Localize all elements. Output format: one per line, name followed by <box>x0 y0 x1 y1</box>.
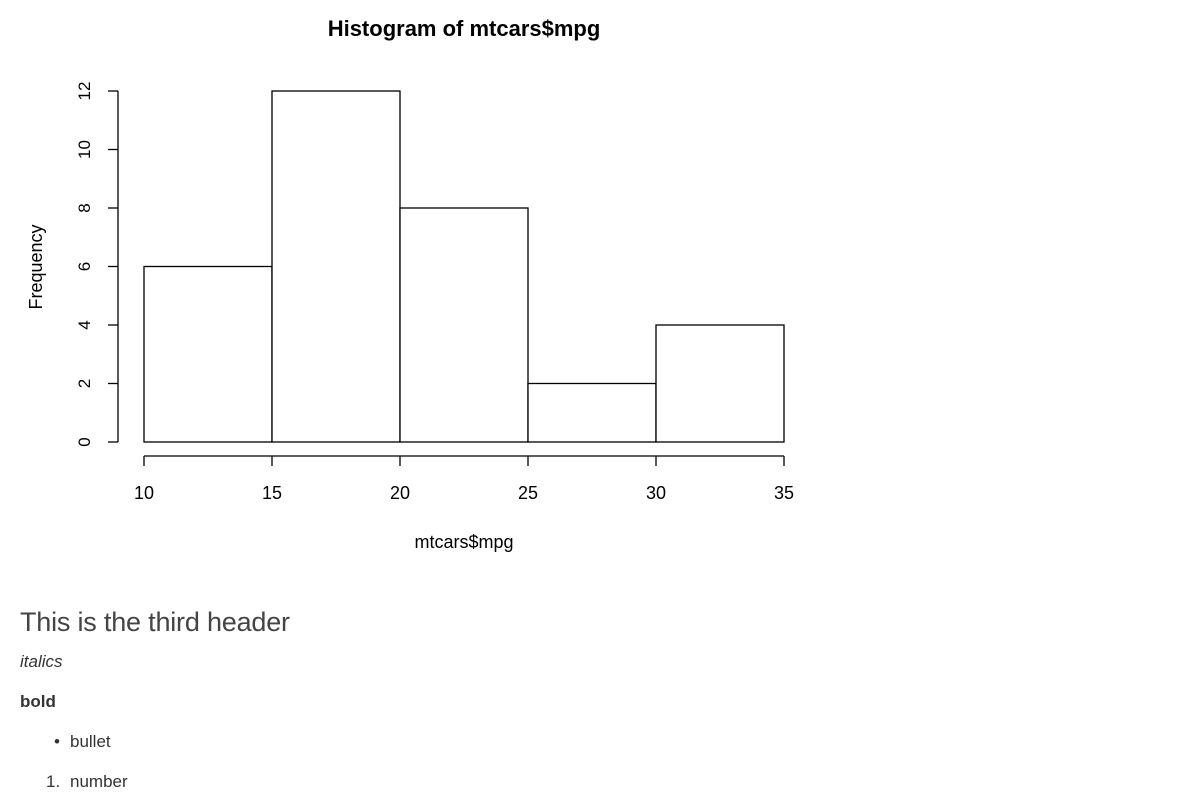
y-tick-label: 4 <box>75 320 94 329</box>
numbered-list: 1. number <box>20 770 1160 794</box>
x-tick-label: 15 <box>262 483 282 503</box>
y-tick-label: 10 <box>75 140 94 159</box>
x-tick-label: 30 <box>646 483 666 503</box>
y-axis: 0 2 4 6 8 10 12 <box>75 82 119 447</box>
y-tick-label: 6 <box>75 262 94 271</box>
third-header: This is the third header <box>20 607 290 637</box>
histogram-bar <box>399 207 529 443</box>
histogram-bar <box>143 265 273 443</box>
x-axis-label: mtcars$mpg <box>414 532 513 552</box>
x-tick-label: 25 <box>518 483 538 503</box>
y-axis-label: Frequency <box>26 224 46 309</box>
numbered-list-item: 1. number <box>46 770 1160 794</box>
italic-paragraph: italics <box>20 652 63 671</box>
list-number-marker: 1. <box>46 772 61 791</box>
y-tick-label: 0 <box>75 437 94 446</box>
histogram-bar <box>271 90 401 443</box>
histogram-bars <box>143 90 785 443</box>
y-tick-label: 8 <box>75 203 94 212</box>
x-tick-label: 10 <box>134 483 154 503</box>
histogram-bar <box>527 382 657 443</box>
x-tick-label: 35 <box>774 483 794 503</box>
bullet-list-item: bullet <box>54 730 1160 754</box>
histogram-chart: Histogram of mtcars$mpg 0 2 4 6 8 10 12 10 15 20… <box>26 16 794 552</box>
x-axis: 10 15 20 25 30 35 <box>134 455 794 503</box>
document-content: This is the third header italics bold bu… <box>20 600 1160 794</box>
histogram-bar <box>655 324 785 443</box>
y-tick-label: 12 <box>75 82 94 101</box>
x-tick-label: 20 <box>390 483 410 503</box>
bold-paragraph: bold <box>20 692 56 711</box>
bullet-list: bullet <box>20 730 1160 754</box>
chart-title: Histogram of mtcars$mpg <box>328 16 601 41</box>
numbered-item-text: number <box>70 772 128 791</box>
y-tick-label: 2 <box>75 379 94 388</box>
